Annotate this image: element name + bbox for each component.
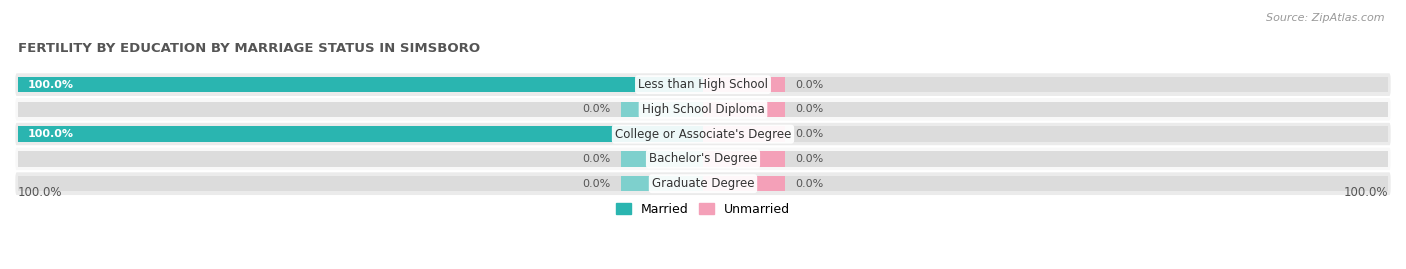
Bar (621, 151, 703, 167)
Text: 0.0%: 0.0% (582, 179, 610, 189)
Bar (18, 126, 703, 142)
Bar (703, 126, 785, 142)
FancyBboxPatch shape (14, 171, 1392, 196)
Text: Bachelor's Degree: Bachelor's Degree (650, 153, 756, 165)
Bar (703, 151, 1388, 167)
FancyBboxPatch shape (14, 97, 1392, 122)
Bar (703, 77, 785, 92)
Bar (703, 102, 785, 117)
Bar (703, 151, 785, 167)
Text: 0.0%: 0.0% (796, 104, 824, 114)
Bar (703, 77, 1388, 92)
Bar (18, 77, 703, 92)
Text: 0.0%: 0.0% (796, 179, 824, 189)
Text: 0.0%: 0.0% (796, 129, 824, 139)
Bar (621, 102, 703, 117)
Legend: Married, Unmarried: Married, Unmarried (612, 198, 794, 221)
Bar (621, 176, 703, 191)
Bar (703, 176, 785, 191)
Text: 0.0%: 0.0% (582, 154, 610, 164)
Bar (18, 176, 703, 191)
Bar (703, 102, 1388, 117)
Text: 100.0%: 100.0% (18, 186, 62, 199)
FancyBboxPatch shape (14, 122, 1392, 147)
Text: 0.0%: 0.0% (582, 104, 610, 114)
Text: College or Associate's Degree: College or Associate's Degree (614, 128, 792, 141)
Bar (18, 102, 703, 117)
Bar (18, 151, 703, 167)
Text: 0.0%: 0.0% (796, 154, 824, 164)
Text: Less than High School: Less than High School (638, 78, 768, 91)
Bar (703, 176, 1388, 191)
Text: 100.0%: 100.0% (28, 80, 75, 90)
Text: 100.0%: 100.0% (1344, 186, 1388, 199)
Text: FERTILITY BY EDUCATION BY MARRIAGE STATUS IN SIMSBORO: FERTILITY BY EDUCATION BY MARRIAGE STATU… (18, 42, 479, 55)
Bar (18, 77, 703, 92)
FancyBboxPatch shape (14, 72, 1392, 97)
Text: Source: ZipAtlas.com: Source: ZipAtlas.com (1267, 13, 1385, 23)
Bar (18, 126, 703, 142)
Text: 0.0%: 0.0% (796, 80, 824, 90)
Text: 100.0%: 100.0% (28, 129, 75, 139)
Text: High School Diploma: High School Diploma (641, 103, 765, 116)
FancyBboxPatch shape (14, 147, 1392, 171)
Text: Graduate Degree: Graduate Degree (652, 177, 754, 190)
Bar (703, 126, 1388, 142)
